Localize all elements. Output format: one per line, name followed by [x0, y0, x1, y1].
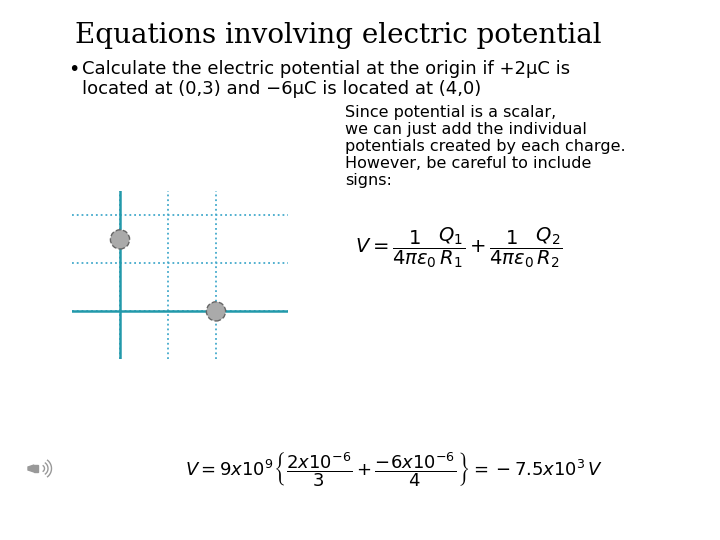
Text: $V = \dfrac{1}{4\pi\varepsilon_0}\dfrac{Q_1}{R_1} + \dfrac{1}{4\pi\varepsilon_0}: $V = \dfrac{1}{4\pi\varepsilon_0}\dfrac{… [355, 225, 562, 269]
Text: signs:: signs: [345, 173, 392, 188]
Text: located at (0,3) and −6μC is located at (4,0): located at (0,3) and −6μC is located at … [82, 80, 481, 98]
Text: we can just add the individual: we can just add the individual [345, 122, 587, 137]
Polygon shape [28, 465, 34, 472]
Text: Since potential is a scalar,: Since potential is a scalar, [345, 105, 557, 120]
Text: Equations involving electric potential: Equations involving electric potential [75, 22, 602, 49]
Text: However, be careful to include: However, be careful to include [345, 156, 591, 171]
Text: •: • [68, 60, 79, 79]
Text: Calculate the electric potential at the origin if +2μC is: Calculate the electric potential at the … [82, 60, 570, 78]
Circle shape [110, 230, 130, 249]
Bar [34, 465, 38, 472]
Text: $V = 9x10^9\left\{\dfrac{2x10^{-6}}{3}+\dfrac{-6x10^{-6}}{4}\right\} = -7.5x10^3: $V = 9x10^9\left\{\dfrac{2x10^{-6}}{3}+\… [185, 450, 603, 489]
Text: potentials created by each charge.: potentials created by each charge. [345, 139, 626, 154]
Circle shape [207, 302, 225, 321]
